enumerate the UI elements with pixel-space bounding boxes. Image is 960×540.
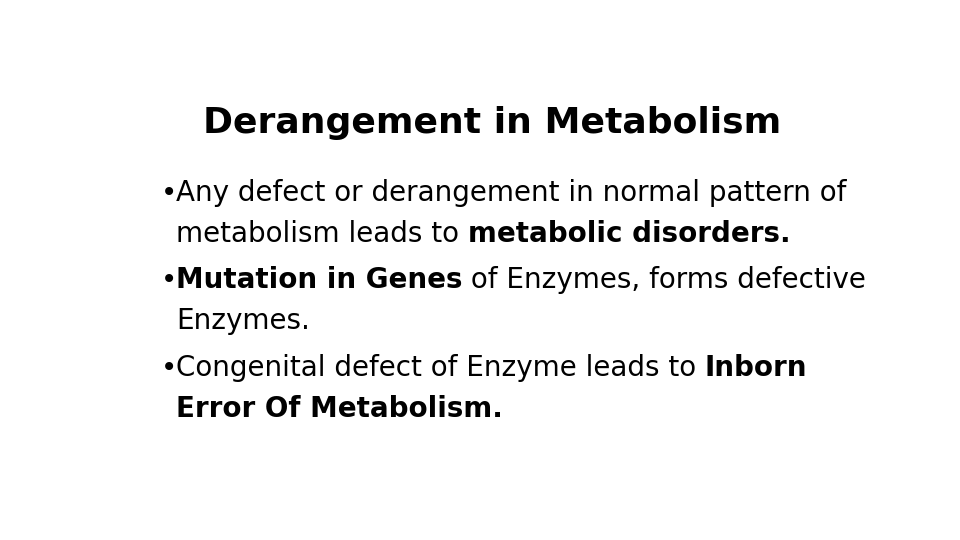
Text: of Enzymes, forms defective: of Enzymes, forms defective bbox=[463, 266, 866, 294]
Text: •: • bbox=[161, 179, 178, 207]
Text: Mutation in Genes: Mutation in Genes bbox=[176, 266, 463, 294]
Text: Congenital defect of Enzyme leads to: Congenital defect of Enzyme leads to bbox=[176, 354, 705, 382]
Text: Derangement in Metabolism: Derangement in Metabolism bbox=[203, 106, 781, 140]
Text: Inborn: Inborn bbox=[705, 354, 807, 382]
Text: Error Of Metabolism.: Error Of Metabolism. bbox=[176, 395, 503, 422]
Text: Any defect or derangement in normal pattern of: Any defect or derangement in normal patt… bbox=[176, 179, 846, 207]
Text: metabolic disorders.: metabolic disorders. bbox=[468, 220, 790, 248]
Text: Enzymes.: Enzymes. bbox=[176, 307, 310, 335]
Text: •: • bbox=[161, 266, 178, 294]
Text: metabolism leads to: metabolism leads to bbox=[176, 220, 468, 248]
Text: •: • bbox=[161, 354, 178, 382]
